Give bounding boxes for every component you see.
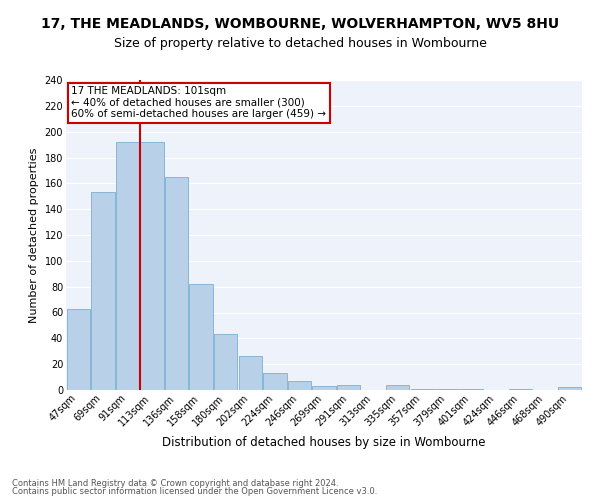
Bar (140, 142, 164, 390)
Bar (116, 142, 139, 390)
Text: 17 THE MEADLANDS: 101sqm
← 40% of detached houses are smaller (300)
60% of semi-: 17 THE MEADLANDS: 101sqm ← 40% of detach… (71, 86, 326, 120)
Bar (288, 381, 311, 390)
Bar (263, 373, 287, 390)
Bar (67, 308, 90, 390)
Bar (509, 388, 532, 390)
Bar (91, 192, 115, 390)
X-axis label: Distribution of detached houses by size in Wombourne: Distribution of detached houses by size … (162, 436, 486, 449)
Bar (386, 385, 409, 390)
Text: 17, THE MEADLANDS, WOMBOURNE, WOLVERHAMPTON, WV5 8HU: 17, THE MEADLANDS, WOMBOURNE, WOLVERHAMP… (41, 18, 559, 32)
Text: Contains public sector information licensed under the Open Government Licence v3: Contains public sector information licen… (12, 487, 377, 496)
Bar (460, 388, 483, 390)
Text: Contains HM Land Registry data © Crown copyright and database right 2024.: Contains HM Land Registry data © Crown c… (12, 478, 338, 488)
Text: Size of property relative to detached houses in Wombourne: Size of property relative to detached ho… (113, 38, 487, 51)
Bar (435, 388, 458, 390)
Bar (558, 388, 581, 390)
Bar (337, 385, 360, 390)
Bar (214, 334, 238, 390)
Bar (410, 388, 434, 390)
Bar (190, 284, 213, 390)
Bar (313, 386, 335, 390)
Y-axis label: Number of detached properties: Number of detached properties (29, 148, 39, 322)
Bar (165, 177, 188, 390)
Bar (239, 356, 262, 390)
